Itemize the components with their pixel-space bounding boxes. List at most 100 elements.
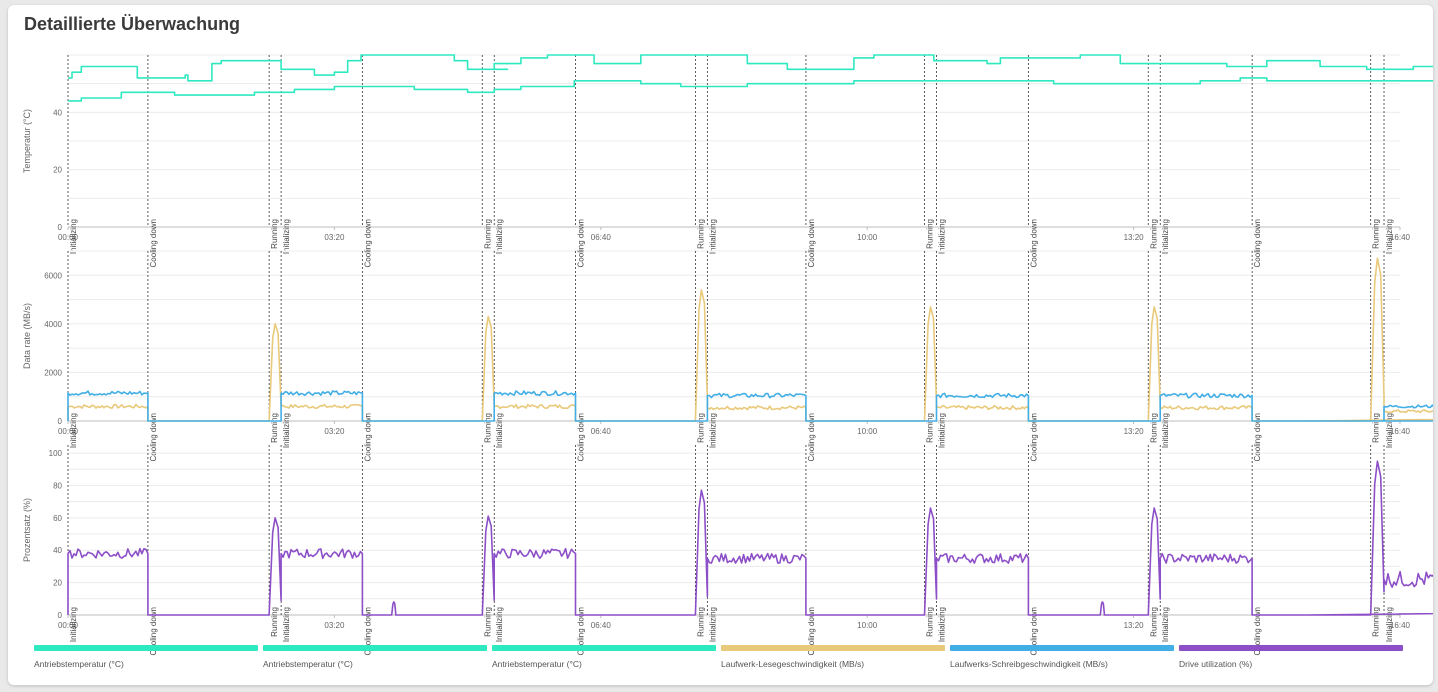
event-label: Initializing [937,219,946,254]
x-tick-label: 16:40 [1390,427,1411,436]
event-label: Cooling down [1029,607,1038,655]
x-tick-label: 03:20 [324,621,345,630]
x-tick-label: 10:00 [857,427,878,436]
legend-item[interactable]: Drive utilization (%) [1179,645,1403,669]
event-label: Running [696,607,705,637]
x-tick-label: 06:40 [591,621,612,630]
event-label: Running [270,607,279,637]
x-tick-label: 13:20 [1124,427,1145,436]
event-label: Running [1372,219,1381,249]
legend-label: Antriebstemperatur (°C) [263,659,353,669]
event-label: Cooling down [1029,413,1038,461]
event-label: Cooling down [807,413,816,461]
legend-swatch [34,645,258,651]
legend-label: Laufwerk-Lesegeschwindigkeit (MB/s) [721,659,865,669]
event-label: Running [483,219,492,249]
charts-svg: 0 20 40 Temperatur (°C) 00:00 03:20 06:40 10:00… [22,54,1433,655]
y-tick-label: 0 [58,223,63,232]
y-tick-label: 40 [53,108,62,117]
event-label: Running [925,413,934,443]
event-label: Initializing [708,607,717,642]
event-label: Cooling down [807,607,816,655]
x-tick-label: 10:00 [857,621,878,630]
series-line [67,257,1433,422]
series-line [67,390,1433,422]
series-line [67,460,1433,616]
event-label: Running [1149,219,1158,249]
event-label: Running [696,219,705,249]
y-tick-label: 2000 [44,368,62,377]
event-label: Initializing [282,219,291,254]
event-label: Initializing [1161,607,1170,642]
y-tick-label: 40 [53,546,62,555]
event-label: Initializing [1161,413,1170,448]
event-label: Running [270,413,279,443]
legend-swatch [950,645,1174,651]
event-label: Cooling down [576,607,585,655]
event-label: Cooling down [149,607,158,655]
x-tick-label: 00:00 [58,621,79,630]
legend-item[interactable]: Laufwerk-Lesegeschwindigkeit (MB/s) [721,645,945,669]
monitoring-card: Detaillierte Überwachung 0 20 40 Temperatur… [8,5,1433,685]
legend-item[interactable]: Antriebstemperatur (°C) [34,645,258,669]
legend-item[interactable]: Antriebstemperatur (°C) [492,645,716,669]
event-label: Running [925,607,934,637]
event-label: Initializing [69,607,78,642]
y-tick-label: 100 [49,449,63,458]
series-line [68,77,1433,102]
y-tick-label: 6000 [44,271,62,280]
event-label: Cooling down [807,219,816,267]
legend-label: Drive utilization (%) [1179,659,1253,669]
x-tick-label: 00:00 [58,427,79,436]
event-label: Cooling down [1253,607,1262,655]
event-label: Initializing [69,413,78,448]
event-label: Cooling down [1253,413,1262,461]
event-label: Cooling down [576,219,585,267]
event-label: Cooling down [363,413,372,461]
legend-item[interactable]: Antriebstemperatur (°C) [263,645,487,669]
event-label: Initializing [937,607,946,642]
legend-label: Antriebstemperatur (°C) [492,659,582,669]
y-axis-label: Data rate (MB/s) [22,303,32,369]
event-label: Initializing [1385,219,1394,254]
event-label: Initializing [282,413,291,448]
legend-label: Antriebstemperatur (°C) [34,659,124,669]
legend-item[interactable]: Laufwerks-Schreibgeschwindigkeit (MB/s) [950,645,1174,669]
x-tick-label: 10:00 [857,233,878,242]
x-tick-label: 16:40 [1390,621,1411,630]
event-label: Initializing [708,219,717,254]
y-tick-label: 20 [53,579,62,588]
x-tick-label: 13:20 [1124,233,1145,242]
event-label: Running [270,219,279,249]
event-label: Running [1372,607,1381,637]
event-label: Cooling down [149,219,158,267]
y-tick-label: 0 [58,417,63,426]
event-label: Cooling down [363,607,372,655]
event-label: Initializing [1385,607,1394,642]
series-line [68,54,1433,82]
event-label: Initializing [937,413,946,448]
y-tick-label: 0 [58,611,63,620]
x-tick-label: 06:40 [591,233,612,242]
x-tick-label: 03:20 [324,427,345,436]
event-label: Running [1149,607,1158,637]
y-tick-label: 80 [53,481,62,490]
event-label: Initializing [708,413,717,448]
x-tick-label: 03:20 [324,233,345,242]
event-label: Cooling down [1253,219,1262,267]
y-axis-label: Prozentsatz (%) [22,498,32,562]
event-label: Cooling down [576,413,585,461]
event-label: Initializing [1161,219,1170,254]
y-axis-label: Temperatur (°C) [22,109,32,173]
event-label: Initializing [495,607,504,642]
event-label: Cooling down [1029,219,1038,267]
y-tick-label: 20 [53,166,62,175]
event-label: Initializing [1385,413,1394,448]
event-label: Cooling down [149,413,158,461]
x-tick-label: 06:40 [591,427,612,436]
event-label: Cooling down [363,219,372,267]
page-title: Detaillierte Überwachung [24,14,241,34]
y-tick-label: 60 [53,514,62,523]
event-label: Running [483,413,492,443]
event-label: Running [925,219,934,249]
